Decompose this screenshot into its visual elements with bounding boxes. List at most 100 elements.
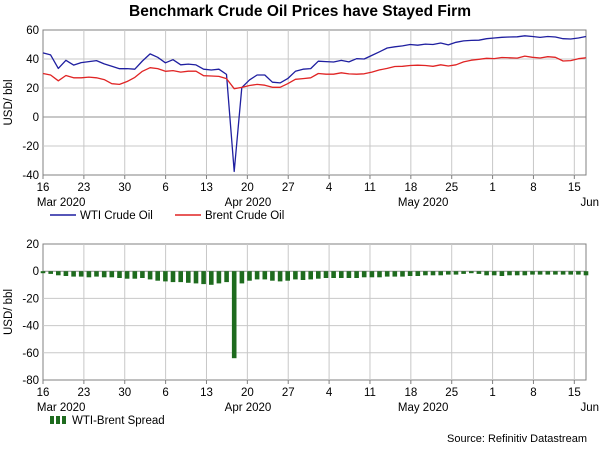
spread-bar — [300, 271, 306, 280]
spread-bar — [484, 271, 489, 276]
spread-bar — [438, 271, 443, 276]
spread-bar — [86, 271, 92, 278]
series-line-brent — [42, 55, 587, 90]
month-label: May 2020 — [398, 197, 449, 209]
month-label: Jun 2020 — [580, 402, 600, 414]
spread-bar — [407, 271, 413, 276]
spread-bar — [63, 271, 69, 276]
spread-bar — [209, 271, 214, 285]
month-label: Jun 2020 — [580, 197, 600, 209]
spread-bar — [369, 271, 375, 278]
x-tick-label: 6 — [162, 387, 168, 399]
chart-title: Benchmark Crude Oil Prices have Stayed F… — [129, 3, 471, 20]
spread-bar — [568, 271, 573, 275]
spread-bar — [270, 271, 275, 281]
x-tick-label: 8 — [530, 182, 536, 194]
spread-bar — [430, 271, 436, 276]
spread-bar — [316, 271, 321, 279]
x-tick-label: 25 — [445, 182, 458, 194]
spread-bar — [155, 271, 160, 281]
spread-bar — [262, 271, 268, 280]
x-tick-label: 8 — [530, 387, 536, 399]
y-tick-label: -60 — [22, 348, 39, 360]
spread-bar — [392, 271, 398, 277]
spread-bar — [147, 271, 153, 280]
spread-bar — [354, 271, 359, 278]
plot-frame-1 — [42, 243, 587, 381]
spread-bar — [507, 271, 512, 276]
spread-bar — [178, 271, 183, 283]
spread-bar — [124, 271, 130, 279]
spread-bar — [384, 271, 390, 277]
spread-bar — [415, 271, 421, 276]
spread-bar — [56, 271, 61, 276]
y-tick-label: -20 — [22, 141, 39, 153]
spread-bar — [423, 271, 428, 276]
spread-bar — [48, 271, 53, 274]
spread-bar — [469, 271, 474, 274]
y-tick-label: -20 — [22, 293, 39, 305]
legend-entry: WTI-Brent Spread — [72, 415, 165, 427]
month-label: Apr 2020 — [225, 402, 272, 414]
spread-bar — [117, 271, 122, 278]
x-tick-label: 20 — [241, 182, 254, 194]
spread-bar — [530, 271, 535, 275]
legend-swatch — [50, 416, 66, 424]
x-tick-label: 20 — [241, 387, 254, 399]
spread-bar — [545, 271, 551, 275]
spread-bar — [170, 271, 176, 283]
spread-bar — [277, 271, 283, 282]
spread-bar — [186, 271, 191, 283]
x-tick-label: 1 — [489, 182, 495, 194]
x-tick-label: 4 — [326, 387, 333, 399]
spread-bar — [499, 271, 505, 276]
source-note: Source: Refinitiv Datastream — [447, 433, 587, 445]
spread-bar — [339, 271, 344, 278]
spread-bar — [491, 271, 497, 276]
spread-bar — [514, 271, 520, 276]
y-axis-label: USD/ bbl — [3, 289, 15, 335]
x-tick-label: 15 — [568, 387, 581, 399]
spread-bar — [461, 271, 466, 274]
legend-swatch-bar — [56, 416, 60, 424]
spread-bar — [453, 271, 459, 275]
y-tick-label: -80 — [22, 375, 39, 387]
legend-swatch-bar — [62, 416, 66, 424]
x-tick-label: 16 — [37, 387, 50, 399]
spread-bar — [308, 271, 313, 280]
spread-bar — [537, 271, 543, 275]
x-tick-label: 15 — [568, 182, 581, 194]
x-tick-label: 25 — [445, 387, 458, 399]
spread-bar — [522, 271, 528, 276]
x-tick-label: 23 — [77, 387, 90, 399]
spread-bar — [224, 271, 229, 283]
series-line-wti — [42, 35, 587, 173]
y-axis-label: USD/ bbl — [3, 79, 15, 125]
spread-bar — [163, 271, 168, 282]
spread-bar — [293, 271, 298, 280]
spread-bar — [346, 271, 352, 278]
spread-bar — [476, 271, 482, 274]
x-tick-label: 30 — [118, 387, 131, 399]
y-tick-label: 0 — [33, 112, 39, 124]
y-tick-label: -40 — [22, 170, 39, 182]
spread-bar — [331, 271, 336, 278]
spread-bar — [109, 271, 115, 278]
x-tick-label: 27 — [282, 387, 295, 399]
plot-frame-0 — [42, 29, 587, 176]
spread-bar — [247, 271, 252, 281]
y-tick-label: 60 — [26, 25, 39, 37]
spread-bar — [101, 271, 107, 278]
y-tick-label: 40 — [26, 54, 39, 66]
spread-bar — [361, 271, 367, 278]
legend-entry: WTI Crude Oil — [80, 210, 153, 222]
spread-bar — [71, 271, 76, 277]
spread-bar — [140, 271, 145, 278]
spread-bar — [254, 271, 260, 280]
x-tick-label: 4 — [326, 182, 333, 194]
spread-bar — [40, 271, 46, 274]
month-label: May 2020 — [398, 402, 449, 414]
spread-bar — [583, 271, 589, 276]
